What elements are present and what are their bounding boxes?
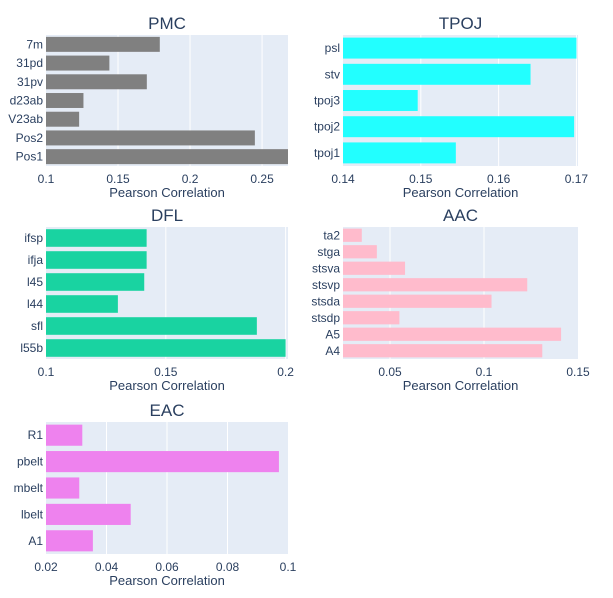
x-axis-label-pmc: Pearson Correlation [109,185,225,200]
y-tick-label-pmc-pos2: Pos2 [16,131,44,145]
bar-eac-lbelt [46,503,131,525]
x-tick-label-aac-0: 0.05 [378,365,402,379]
x-tick-label-tpoj-0: 0.14 [331,172,355,186]
y-tick-label-dfl-l45: l45 [27,275,43,289]
bar-aac-stsda [343,294,492,308]
y-tick-label-pmc-v23ab: V23ab [8,112,43,126]
y-tick-label-aac-a4: A4 [325,344,340,358]
y-tick-label-tpoj-psl: psl [325,41,340,55]
x-tick-label-pmc-0: 0.1 [38,172,55,186]
x-tick-label-eac-1: 0.04 [95,560,119,574]
bar-dfl-sfl [46,317,257,335]
bar-dfl-ifja [46,251,147,269]
bar-pmc-31pd [46,55,110,71]
bar-aac-a4 [343,344,543,358]
y-tick-label-eac-pbelt: pbelt [17,455,44,469]
y-tick-label-pmc-d23ab: d23ab [10,94,44,108]
y-tick-label-eac-mbelt: mbelt [14,481,44,495]
x-axis-label-eac: Pearson Correlation [109,573,225,588]
y-tick-label-tpoj-stv: stv [325,67,340,81]
y-tick-label-dfl-l44: l44 [27,297,43,311]
bar-aac-stsvp [343,278,528,292]
y-tick-label-dfl-ifja: ifja [28,253,44,267]
bar-aac-ta2 [343,228,362,242]
plot-area-dfl [46,227,288,359]
y-tick-label-tpoj-tpoj1: tpoj1 [314,146,340,160]
y-tick-label-pmc-7m: 7m [26,37,43,51]
x-tick-label-eac-3: 0.08 [216,560,240,574]
bar-eac-mbelt [46,477,80,499]
bar-aac-stga [343,245,377,259]
x-tick-label-pmc-1: 0.15 [106,172,130,186]
x-tick-label-eac-0: 0.02 [34,560,58,574]
bar-pmc-pos1 [46,149,288,165]
y-tick-label-aac-stga: stga [317,245,340,259]
bar-pmc-31pv [46,74,147,90]
y-tick-label-aac-stsvp: stsvp [312,278,340,292]
y-tick-label-eac-r1: R1 [28,428,44,442]
y-tick-label-aac-stsva: stsva [312,261,340,275]
y-tick-label-dfl-ifsp: ifsp [24,231,43,245]
y-tick-label-dfl-l55b: l55b [20,341,43,355]
x-axis-label-tpoj: Pearson Correlation [403,185,519,200]
subplot-title-dfl: DFL [151,206,183,225]
x-tick-label-eac-4: 0.1 [280,560,297,574]
subplot-title-eac: EAC [150,401,185,420]
bar-dfl-l44 [46,295,118,313]
x-tick-label-pmc-2: 0.2 [182,172,199,186]
bar-tpoj-tpoj2 [343,116,575,138]
x-tick-label-dfl-0: 0.1 [38,365,55,379]
bar-tpoj-tpoj1 [343,142,456,164]
bar-pmc-pos2 [46,130,255,146]
x-tick-label-aac-2: 0.15 [566,365,590,379]
y-tick-label-pmc-pos1: Pos1 [16,150,44,164]
x-tick-label-tpoj-1: 0.15 [409,172,433,186]
x-axis-label-aac: Pearson Correlation [403,378,519,393]
x-tick-label-tpoj-2: 0.16 [487,172,511,186]
bar-aac-stsdp [343,311,400,325]
bar-pmc-7m [46,36,160,52]
x-tick-label-dfl-1: 0.15 [154,365,178,379]
x-tick-label-eac-2: 0.06 [155,560,179,574]
bar-pmc-v23ab [46,111,80,127]
bar-pmc-d23ab [46,93,84,108]
subplot-title-tpoj: TPOJ [439,14,482,33]
bar-eac-r1 [46,424,83,446]
y-tick-label-aac-stsdp: stsdp [311,311,340,325]
y-tick-label-tpoj-tpoj3: tpoj3 [314,94,340,108]
y-tick-label-pmc-31pd: 31pd [16,56,43,70]
subplot-title-aac: AAC [443,206,478,225]
bar-dfl-ifsp [46,229,147,247]
x-tick-label-dfl-2: 0.2 [277,365,294,379]
bar-aac-stsva [343,261,406,275]
x-tick-label-pmc-3: 0.25 [250,172,274,186]
bar-eac-a1 [46,530,93,552]
x-tick-label-tpoj-3: 0.17 [565,172,589,186]
x-tick-label-aac-1: 0.1 [476,365,493,379]
y-tick-label-dfl-sfl: sfl [31,319,43,333]
y-tick-label-eac-a1: A1 [28,534,43,548]
y-tick-label-pmc-31pv: 31pv [17,75,43,89]
y-tick-label-tpoj-tpoj2: tpoj2 [314,120,340,134]
bar-tpoj-psl [343,37,577,59]
bar-aac-a5 [343,327,562,341]
bar-dfl-l45 [46,273,145,291]
x-axis-label-dfl: Pearson Correlation [109,378,225,393]
y-tick-label-aac-stsda: stsda [311,294,340,308]
y-tick-label-aac-ta2: ta2 [323,228,340,242]
y-tick-label-eac-lbelt: lbelt [21,507,44,521]
subplot-title-pmc: PMC [148,14,186,33]
bar-tpoj-stv [343,63,531,85]
y-tick-label-aac-a5: A5 [325,327,340,341]
bar-tpoj-tpoj3 [343,90,418,111]
bar-dfl-l55b [46,339,286,357]
bar-eac-pbelt [46,451,279,473]
